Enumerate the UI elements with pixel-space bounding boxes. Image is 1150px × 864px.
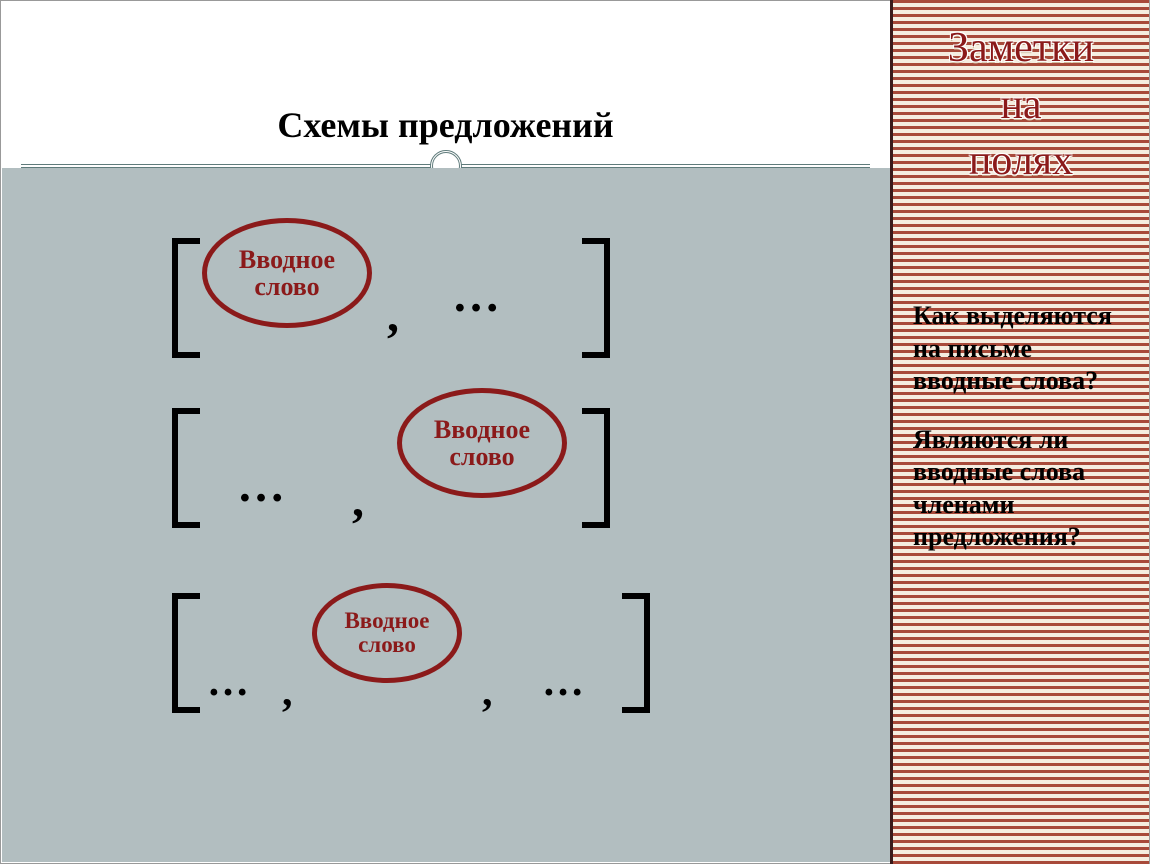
ellipsis: … xyxy=(452,268,500,323)
notes-title: Заметки на полях xyxy=(909,20,1133,190)
intro-word-ellipse: Вводное слово xyxy=(397,388,567,498)
bracket-left xyxy=(172,408,200,528)
slide-title: Схемы предложений xyxy=(277,104,613,146)
schema-row-3: … , Вводное слово , … xyxy=(2,548,890,718)
main-slide-area: Схемы предложений Вводное слово , … … , xyxy=(0,0,890,864)
content-area: Вводное слово , … … , Вводное слово xyxy=(2,168,890,862)
bracket-left xyxy=(172,238,200,358)
notes-title-line3: полях xyxy=(969,138,1073,184)
sidebar-question-2: Являются ли вводные слова членами предло… xyxy=(909,424,1133,554)
schema-row-2: … , Вводное слово xyxy=(2,368,890,538)
ellipsis: … xyxy=(237,458,285,513)
ellipse-line1: Вводное xyxy=(434,416,530,443)
ellipsis: … xyxy=(207,658,249,706)
ellipsis: … xyxy=(542,658,584,706)
intro-word-ellipse: Вводное слово xyxy=(312,583,462,683)
notes-title-line1: Заметки xyxy=(948,25,1094,71)
notes-sidebar: Заметки на полях Как выделяются на письм… xyxy=(890,0,1150,864)
ellipse-line2: слово xyxy=(449,443,514,470)
comma: , xyxy=(352,473,364,528)
schema-row-1: Вводное слово , … xyxy=(2,198,890,368)
intro-word-ellipse: Вводное слово xyxy=(202,218,372,328)
bracket-right xyxy=(582,238,610,358)
sidebar-question-1: Как выделяются на письме вводные слова? xyxy=(909,300,1133,398)
ellipse-line1: Вводное xyxy=(344,609,429,633)
title-zone: Схемы предложений xyxy=(1,1,890,166)
ellipse-line1: Вводное xyxy=(239,246,335,273)
schemas-container: Вводное слово , … … , Вводное слово xyxy=(2,168,890,862)
bracket-left xyxy=(172,593,200,713)
bracket-right xyxy=(582,408,610,528)
comma: , xyxy=(282,668,293,716)
comma: , xyxy=(387,288,399,343)
notes-title-line2: на xyxy=(1000,82,1041,128)
ellipse-line2: слово xyxy=(254,273,319,300)
bracket-right xyxy=(622,593,650,713)
ellipse-line2: слово xyxy=(358,633,416,657)
comma: , xyxy=(482,668,493,716)
